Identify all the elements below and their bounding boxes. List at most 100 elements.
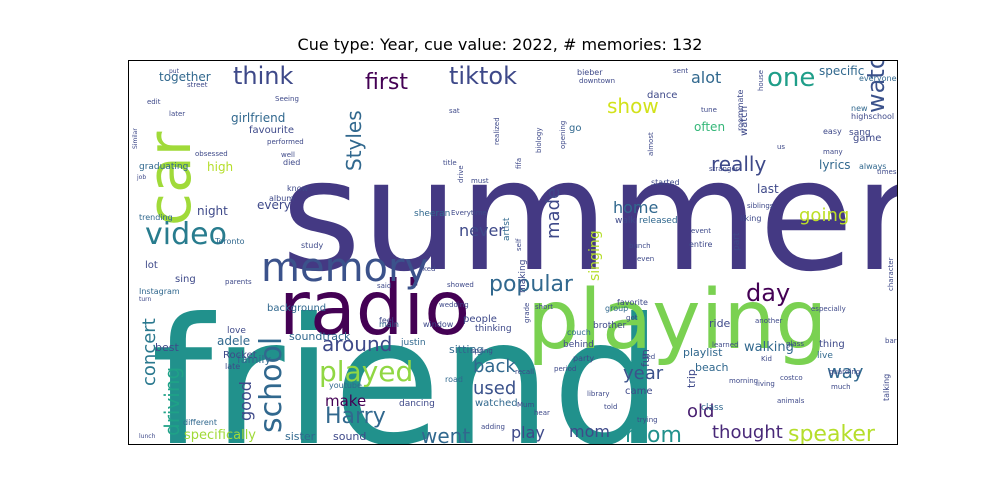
- word-tune: tune: [701, 106, 717, 114]
- word-later: later: [169, 110, 185, 118]
- word-watch: watch: [739, 106, 750, 136]
- word-making: making: [518, 260, 528, 293]
- word-beach: beach: [695, 361, 729, 374]
- word-glass: glass: [786, 340, 804, 348]
- word-thinking: thinking: [475, 324, 512, 334]
- word-used: used: [473, 378, 516, 399]
- word-said: said: [377, 282, 391, 290]
- word-bunch: bunch: [629, 242, 651, 250]
- word-must: must: [471, 177, 489, 185]
- word-ride: ride: [709, 317, 731, 330]
- word-favourite: favourite: [249, 125, 294, 136]
- word-sitting: sitting: [449, 343, 483, 356]
- word-title: title: [443, 159, 457, 167]
- word-feel: feel: [379, 316, 394, 325]
- word-memory: memory: [261, 245, 428, 291]
- word-made: made: [543, 188, 564, 239]
- word-study: study: [301, 241, 323, 250]
- word-show: show: [607, 94, 659, 118]
- word-learned: learned: [712, 341, 738, 349]
- word-played: played: [319, 355, 413, 388]
- word-told: told: [604, 403, 617, 411]
- word-justin: justin: [400, 338, 426, 348]
- word-video: video: [145, 217, 227, 252]
- word-recall: recall: [515, 368, 534, 376]
- word-lyrics: lyrics: [819, 158, 851, 172]
- word-couch: couch: [567, 328, 591, 337]
- word-almost: almost: [647, 132, 655, 156]
- word-us: us: [777, 143, 785, 151]
- word-playlist: playlist: [683, 346, 723, 359]
- word-high: high: [207, 160, 233, 174]
- word-got: got: [626, 314, 638, 322]
- word-short: short: [535, 303, 553, 311]
- word-lot: lot: [145, 260, 158, 271]
- word-many: many: [823, 148, 843, 156]
- word-released: released: [639, 216, 678, 226]
- word-go: go: [569, 123, 581, 134]
- word-bar: bar: [885, 337, 897, 345]
- word-styles: Styles: [342, 110, 366, 171]
- word-hear: hear: [534, 409, 550, 417]
- word-similar: Similar: [132, 128, 139, 149]
- word-parents: parents: [225, 278, 252, 286]
- word-never: never: [459, 221, 505, 240]
- word-liking: liking: [740, 214, 761, 223]
- word-love: love: [227, 326, 246, 336]
- word-dancing: dancing: [399, 399, 435, 409]
- word-biology: biology: [535, 128, 543, 153]
- word-seeing: Seeing: [275, 95, 299, 103]
- word-cloud: summer friend playing radio car memory school p…: [128, 60, 898, 445]
- word-always: always: [859, 162, 886, 171]
- word-late: late: [225, 362, 240, 371]
- word-died: died: [283, 158, 300, 167]
- word-play: play: [511, 423, 545, 442]
- word-everyone: everyone: [859, 74, 897, 83]
- word-came: came: [625, 386, 653, 397]
- word-roommate: roommate: [736, 89, 745, 131]
- word-behind: behind: [563, 340, 594, 350]
- word-friend: friend: [151, 282, 663, 444]
- word-sent: sent: [673, 67, 688, 75]
- word-driving: driving: [160, 367, 184, 436]
- word-especially: especially: [811, 305, 846, 313]
- word-easy: easy: [823, 127, 842, 136]
- word-watching: watching: [862, 61, 890, 113]
- word-party: party: [573, 354, 594, 363]
- word-day: day: [746, 279, 790, 307]
- word-different: different: [183, 418, 217, 427]
- word-graduating: graduating: [139, 162, 188, 172]
- word-rocket: Rocket: [223, 350, 257, 361]
- word-even: even: [637, 255, 654, 263]
- word-alot: alot: [691, 68, 721, 87]
- word-turn: turn: [139, 296, 152, 303]
- word-instagram: Instagram: [139, 287, 180, 296]
- word-showed: showed: [447, 281, 474, 289]
- word-everytime: Everytime: [451, 209, 487, 217]
- word-sound: sound: [333, 430, 366, 443]
- word-around: around: [322, 332, 392, 356]
- word-entire: entire: [689, 240, 712, 249]
- word-kid: Kid: [761, 355, 772, 363]
- word-trying: trying: [637, 416, 658, 424]
- word-year: year: [623, 363, 664, 384]
- word-brother: brother: [593, 321, 626, 331]
- word-talking: talking: [882, 374, 891, 401]
- word-tiktok: tiktok: [449, 62, 517, 90]
- word-sang: sang: [849, 128, 871, 138]
- word-home: home: [613, 198, 658, 217]
- word-good: good: [236, 381, 255, 421]
- word-trip: trip: [685, 369, 698, 388]
- word-every: every: [257, 198, 291, 212]
- word-went: went: [421, 424, 470, 444]
- word-really: really: [711, 152, 766, 176]
- word-grade: grade: [523, 303, 531, 323]
- word-opening: opening: [559, 121, 567, 149]
- word-main: main: [379, 320, 399, 329]
- word-toronto: Toronto: [214, 237, 245, 246]
- word-way: way: [827, 362, 864, 383]
- word-together: together: [159, 70, 211, 84]
- word-realized: realized: [493, 117, 501, 145]
- word-started: started: [651, 178, 680, 187]
- word-thought: thought: [712, 422, 783, 443]
